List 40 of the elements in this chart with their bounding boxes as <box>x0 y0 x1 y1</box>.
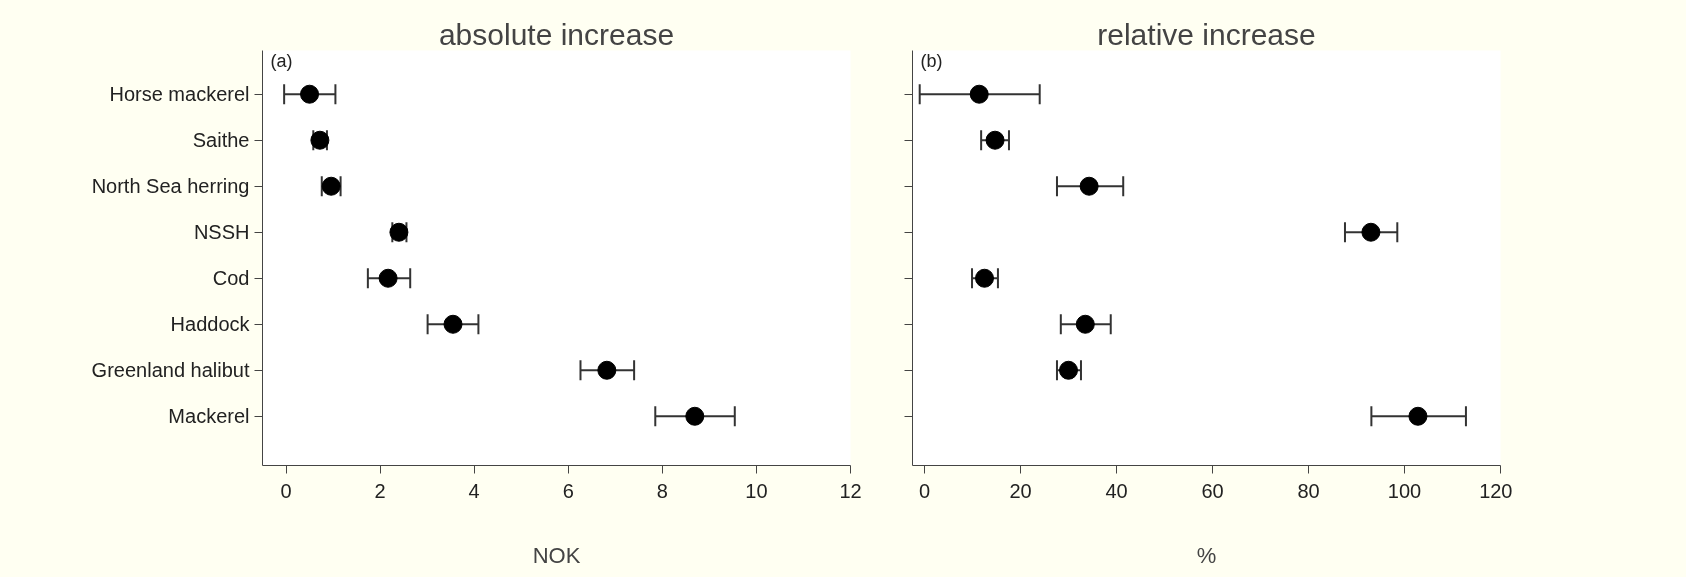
chart-title: relative increase <box>1097 17 1316 51</box>
x-tick-label: 2 <box>374 479 386 502</box>
x-tick-label: 10 <box>745 479 768 502</box>
point <box>975 268 994 288</box>
point <box>300 84 320 104</box>
x-tick-label: 0 <box>918 479 931 502</box>
point <box>685 406 705 426</box>
y-tick-label: Cod <box>212 267 250 290</box>
x-tick-label: 20 <box>1009 479 1032 502</box>
x-tick-label: 4 <box>468 479 480 502</box>
y-tick-label: NSSH <box>193 221 250 244</box>
point <box>597 360 617 380</box>
x-tick-label: 80 <box>1297 479 1320 502</box>
y-tick-label: Haddock <box>170 313 251 336</box>
x-tick-label: 12 <box>839 479 862 502</box>
x-axis-title: % <box>1196 542 1217 568</box>
point <box>378 268 398 288</box>
annotation: (b) <box>920 50 943 71</box>
point <box>985 130 1005 150</box>
point <box>969 84 989 104</box>
x-tick-label: 60 <box>1201 479 1224 502</box>
chart-title: absolute increase <box>438 17 675 51</box>
x-tick-label: 100 <box>1387 479 1422 502</box>
annotation: (a) <box>270 50 293 71</box>
y-tick-label: Saithe <box>192 129 250 152</box>
point <box>1075 314 1095 334</box>
y-tick-label: North Sea herring <box>91 175 250 198</box>
x-axis-title: NOK <box>532 542 581 568</box>
point <box>443 314 463 334</box>
point <box>1361 222 1381 242</box>
x-tick-label: 6 <box>562 479 574 502</box>
x-tick-label: 120 <box>1479 479 1513 502</box>
x-tick-label: 8 <box>656 479 668 502</box>
point <box>1408 406 1428 426</box>
point <box>1079 176 1099 196</box>
y-tick-label: Mackerel <box>168 405 250 428</box>
y-tick-label: Greenland halibut <box>91 359 250 382</box>
y-tick-label: Horse mackerel <box>109 83 250 106</box>
x-tick-label: 40 <box>1105 479 1128 502</box>
x-tick-label: 0 <box>280 479 292 502</box>
